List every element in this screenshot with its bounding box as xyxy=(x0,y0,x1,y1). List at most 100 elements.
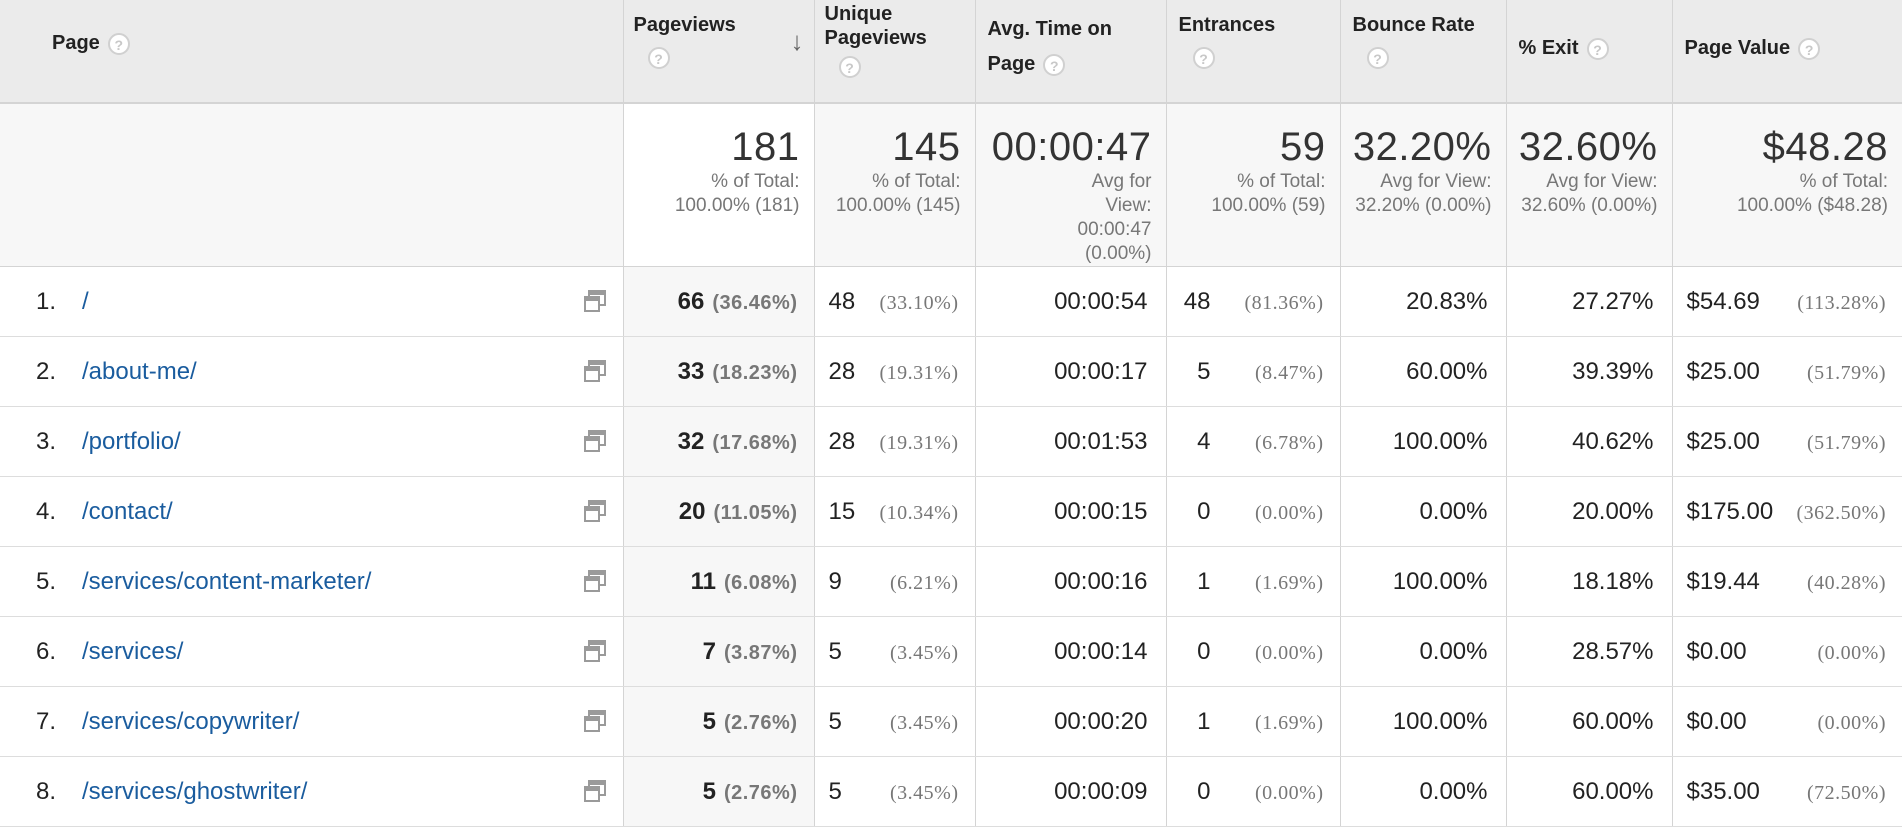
entrances-pct: (81.36%) xyxy=(1244,291,1324,314)
col-header-unique-pageviews[interactable]: Unique Pageviews ? xyxy=(814,0,976,104)
help-icon[interactable]: ? xyxy=(1366,47,1389,69)
totals-row: 181 % of Total: 100.00% (181) 145 % of T… xyxy=(0,103,1902,267)
entrances-cell: 48 (81.36%) xyxy=(1166,266,1341,337)
pageviews-pct: (6.08%) xyxy=(723,571,798,594)
help-icon[interactable]: ? xyxy=(647,47,670,69)
entrances-value: 0 xyxy=(1197,637,1211,665)
unique-pageviews-cell: 15 (10.34%) xyxy=(814,476,976,547)
entrances-pct: (1.69%) xyxy=(1255,571,1324,594)
col-header-entrances[interactable]: Entrances ? xyxy=(1166,0,1341,104)
entrances-value: 0 xyxy=(1197,497,1211,525)
exit-cell: 18.18% xyxy=(1506,546,1673,617)
page-value-pct: (113.28%) xyxy=(1797,291,1886,314)
open-page-icon[interactable] xyxy=(583,779,607,803)
page-cell: 4. /contact/ xyxy=(0,476,624,547)
totals-avg-time: 00:00:47 Avg for View: 00:00:47 (0.00%) xyxy=(975,103,1167,267)
page-link[interactable]: /services/ xyxy=(82,637,184,665)
totals-sub: % of Total: 100.00% (145) xyxy=(835,171,961,216)
unique-pageviews-pct: (10.34%) xyxy=(879,501,959,524)
open-page-icon[interactable] xyxy=(583,429,607,453)
col-header-exit[interactable]: % Exit? xyxy=(1506,0,1673,104)
help-icon[interactable]: ? xyxy=(1586,37,1609,60)
totals-page-value: $48.28 % of Total: 100.00% ($48.28) xyxy=(1672,103,1902,267)
table-row[interactable]: 1. / 66 (36.46%) 48 (33.10%) 00:00:54 48 (81… xyxy=(0,266,1902,337)
row-rank: 1. xyxy=(35,287,56,315)
unique-pageviews-value: 48 xyxy=(828,287,856,315)
table-row[interactable]: 7. /services/copywriter/ 5 (2.76%) 5 (3.45%… xyxy=(0,686,1902,757)
col-header-bounce-rate[interactable]: Bounce Rate ? xyxy=(1340,0,1507,104)
unique-pageviews-pct: (19.31%) xyxy=(879,431,959,454)
page-link[interactable]: /services/content-marketer/ xyxy=(82,567,372,595)
bounce-rate-cell: 100.00% xyxy=(1340,406,1507,477)
avg-time-cell: 00:00:09 xyxy=(975,756,1167,827)
page-link[interactable]: / xyxy=(82,287,89,315)
page-link[interactable]: /services/copywriter/ xyxy=(82,707,300,735)
help-icon[interactable]: ? xyxy=(838,56,861,78)
table-row[interactable]: 6./services/ 7 (3.87%) 5 (3.45%) 00:00:14 … xyxy=(0,616,1902,687)
table-row[interactable]: 8. /services/ghostwriter/ 5 (2.76%) 5 (3.45… xyxy=(0,756,1902,827)
open-page-icon[interactable] xyxy=(583,289,607,313)
open-page-icon[interactable] xyxy=(583,639,607,663)
sort-desc-icon[interactable]: ↓ xyxy=(790,26,804,56)
totals-value: $48.28 xyxy=(1762,125,1888,169)
page-cell: 6. /services/ xyxy=(0,616,624,687)
table-row[interactable]: 2. /about-me/ 33 (18.23%) 28 (19.31%) 00:00… xyxy=(0,336,1902,407)
totals-bounce-rate: 32.20% Avg for View: 32.20% (0.00%) xyxy=(1340,103,1507,267)
col-header-avg-time[interactable]: Avg. Time on Page? xyxy=(975,0,1167,104)
open-page-icon[interactable] xyxy=(583,359,607,383)
unique-pageviews-cell: 28 (19.31%) xyxy=(814,336,976,407)
page-cell: 8. /services/ghostwriter/ xyxy=(0,756,624,827)
col-header-page-label: Page xyxy=(52,32,100,54)
page-link[interactable]: /about-me/ xyxy=(82,357,197,385)
totals-unique-pageviews: 145 % of Total: 100.00% (145) xyxy=(814,103,976,267)
pageviews-cell: 66 (36.46%) xyxy=(623,266,815,337)
exit-cell: 20.00% xyxy=(1506,476,1673,547)
totals-value: 59 xyxy=(1280,125,1326,169)
bounce-rate-cell: 100.00% xyxy=(1340,686,1507,757)
page-value-pct: (51.79%) xyxy=(1807,361,1886,384)
unique-pageviews-pct: (3.45%) xyxy=(890,781,959,804)
entrances-pct: (0.00%) xyxy=(1255,641,1324,664)
page-link[interactable]: /contact/ xyxy=(82,497,173,525)
col-header-exit-label: % Exit xyxy=(1518,37,1579,59)
pageviews-pct: (2.76%) xyxy=(723,711,798,734)
page-value-pct: (40.28%) xyxy=(1807,571,1886,594)
avg-time-cell: 00:00:54 xyxy=(975,266,1167,337)
totals-sub: Avg for View: 00:00:47 (0.00%) xyxy=(1077,171,1152,264)
totals-sub: Avg for View: 32.20% (0.00%) xyxy=(1355,171,1492,216)
pageviews-cell: 11 (6.08%) xyxy=(623,546,815,617)
open-page-icon[interactable] xyxy=(583,709,607,733)
help-icon[interactable]: ? xyxy=(1192,47,1215,69)
pageviews-cell: 20 (11.05%) xyxy=(623,476,815,547)
row-rank: 3. xyxy=(35,427,56,455)
help-icon[interactable]: ? xyxy=(107,32,130,55)
unique-pageviews-value: 5 xyxy=(828,777,842,805)
totals-value: 181 xyxy=(731,125,800,169)
page-link[interactable]: /portfolio/ xyxy=(82,427,181,455)
page-link[interactable]: /services/ghostwriter/ xyxy=(82,777,308,805)
table-row[interactable]: 4. /contact/ 20 (11.05%) 15 (10.34%) 00:00:… xyxy=(0,476,1902,547)
col-header-pageviews[interactable]: Pageviews ? ↓ xyxy=(623,0,815,104)
table-row[interactable]: 3. /portfolio/ 32 (17.68%) 28 (19.31%) 00:0… xyxy=(0,406,1902,477)
help-icon[interactable]: ? xyxy=(1798,37,1821,60)
entrances-value: 4 xyxy=(1197,427,1211,455)
table-row[interactable]: 5./services/content-marketer/ 11 (6.08%) … xyxy=(0,546,1902,617)
bounce-rate-cell: 60.00% xyxy=(1340,336,1507,407)
col-header-page[interactable]: Page? xyxy=(0,0,624,104)
unique-pageviews-cell: 5 (3.45%) xyxy=(814,616,976,687)
page-value-pct: (51.79%) xyxy=(1807,431,1886,454)
exit-cell: 28.57% xyxy=(1506,616,1673,687)
avg-time-cell: 00:00:15 xyxy=(975,476,1167,547)
page-cell: 3. /portfolio/ xyxy=(0,406,624,477)
open-page-icon[interactable] xyxy=(583,499,607,523)
page-value-pct: (0.00%) xyxy=(1817,641,1886,664)
unique-pageviews-pct: (6.21%) xyxy=(890,571,959,594)
open-page-icon[interactable] xyxy=(583,569,607,593)
col-header-page-value[interactable]: Page Value? xyxy=(1672,0,1902,104)
entrances-pct: (6.78%) xyxy=(1255,431,1324,454)
help-icon[interactable]: ? xyxy=(1043,53,1066,76)
page-value-cell: $0.00 (0.00%) xyxy=(1672,686,1902,757)
unique-pageviews-cell: 5 (3.45%) xyxy=(814,756,976,827)
pageviews-value: 11 xyxy=(690,567,716,595)
page-cell: 2. /about-me/ xyxy=(0,336,624,407)
